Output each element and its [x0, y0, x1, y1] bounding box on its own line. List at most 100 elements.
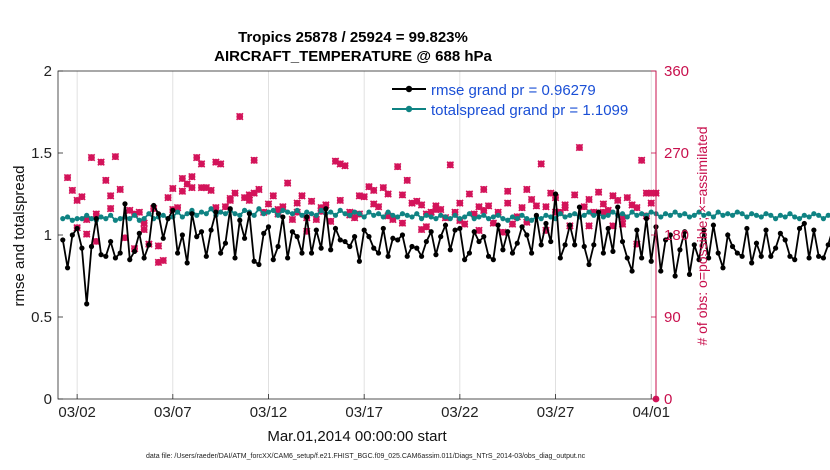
spread-point [103, 216, 109, 222]
obs-assimilated-marker [432, 205, 440, 214]
obs-assimilated-marker [178, 187, 187, 196]
obs-assimilated-marker [575, 143, 584, 152]
rmse-point [127, 257, 133, 263]
rmse-point [131, 248, 138, 254]
obs-assimilated-marker [518, 203, 526, 212]
rmse-point [390, 235, 396, 241]
spread-point [418, 216, 425, 222]
spread-point [710, 214, 717, 220]
rmse-point [667, 232, 673, 238]
footnote: data file: /Users/raeder/DAI/ATM_forcXX/… [146, 453, 586, 460]
rmse-point [270, 257, 276, 263]
obs-assimilated-marker [135, 208, 144, 216]
rmse-point [218, 250, 224, 256]
rmse-point [60, 237, 66, 243]
spread-point [696, 209, 702, 215]
spread-point [816, 212, 822, 218]
rmse-point [433, 252, 439, 258]
spread-point [624, 214, 630, 220]
rmse-point [160, 235, 166, 241]
obs-assimilated-marker [63, 173, 72, 182]
obs-assimilated-marker [613, 196, 622, 205]
rmse-point [548, 238, 554, 245]
spread-point [375, 211, 382, 217]
y-axis-right: 0 90 180 270 360 [651, 63, 689, 408]
spread-point [639, 211, 645, 217]
rmse-point [289, 229, 296, 235]
rmse-point [93, 216, 99, 222]
rmse-point [643, 216, 650, 222]
rmse-point [725, 232, 731, 238]
obs-assimilated-marker [532, 202, 541, 210]
rmse-point [773, 245, 779, 251]
spread-point [414, 211, 420, 217]
rmse-point [74, 225, 80, 232]
obs-assimilated-marker [489, 219, 498, 227]
rmse-point [418, 253, 425, 259]
obs-assimilated-marker [283, 179, 292, 187]
rmse-point [352, 234, 358, 240]
obs-assimilated-marker [446, 161, 455, 169]
spread-point [399, 211, 406, 217]
rmse-point [610, 248, 616, 254]
spread-point [371, 212, 377, 218]
spread-point [198, 209, 205, 215]
obs-assimilated-marker [106, 204, 115, 213]
spread-point [758, 214, 764, 220]
y-axis-label-left: rmse and totalspread [11, 166, 28, 307]
obs-assimilated-marker [417, 201, 426, 209]
rmse-point [251, 258, 257, 264]
rmse-point [533, 212, 540, 218]
spread-point [294, 207, 300, 213]
y-axis-label-right: # of obs: o=possible; ×=assimilated [694, 126, 710, 345]
rmse-point [787, 253, 793, 259]
y-tick-label-right: 0 [664, 391, 672, 408]
rmse-point [816, 253, 822, 259]
obs-assimilated-marker [269, 192, 278, 200]
rmse-point [88, 243, 95, 250]
rmse-point [466, 250, 473, 256]
spread-point [490, 214, 496, 220]
rmse-point [586, 261, 592, 268]
spread-point [538, 216, 544, 222]
spread-point [591, 212, 597, 218]
rmse-point [524, 232, 530, 238]
obs-assimilated-marker [68, 186, 77, 195]
spread-point [438, 212, 444, 218]
obs-assimilated-marker [508, 220, 517, 228]
spread-point [734, 209, 740, 215]
rmse-point [672, 273, 678, 279]
obs-assimilated-marker [398, 219, 407, 227]
spread-point [505, 217, 511, 223]
rmse-point [328, 247, 334, 253]
spread-point [543, 212, 549, 218]
obs-assimilated-marker [570, 191, 579, 199]
spread-point [380, 214, 386, 220]
rmse-point [629, 268, 635, 274]
rmse-point [471, 229, 477, 235]
rmse-point [749, 260, 755, 266]
rmse-point [404, 253, 410, 259]
x-tick-label: 04/01 [632, 404, 670, 421]
rmse-point [366, 234, 372, 240]
obs-assimilated-marker [422, 223, 431, 231]
rmse-point [701, 227, 707, 233]
obs-assimilated-marker [250, 189, 258, 197]
spread-layer [60, 206, 830, 223]
spread-point [662, 211, 669, 217]
obs-assimilated-marker [169, 184, 177, 193]
spread-point [442, 214, 449, 220]
spread-point [404, 212, 410, 218]
obs-assimilated-marker [279, 202, 287, 211]
obs-assimilated-marker [523, 185, 531, 194]
rmse-point [438, 234, 444, 240]
rmse-point [198, 229, 205, 235]
spread-point [677, 212, 683, 218]
spread-point [108, 212, 114, 218]
spread-point [749, 211, 755, 217]
legend-spread-label: totalspread grand pr = 1.1099 [431, 102, 628, 119]
spread-point [481, 212, 487, 218]
rmse-point [447, 247, 453, 253]
rmse-point [318, 245, 324, 251]
rmse-point [706, 255, 712, 261]
